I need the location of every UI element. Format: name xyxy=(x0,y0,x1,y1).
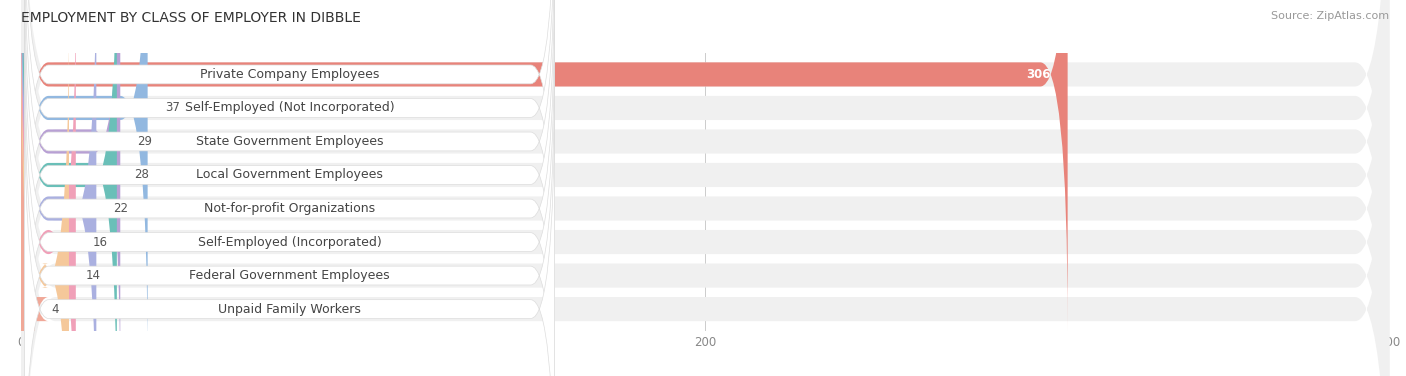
Text: 29: 29 xyxy=(138,135,152,148)
FancyBboxPatch shape xyxy=(21,0,1067,331)
FancyBboxPatch shape xyxy=(24,0,554,300)
Text: 4: 4 xyxy=(52,303,59,315)
FancyBboxPatch shape xyxy=(21,0,1389,376)
FancyBboxPatch shape xyxy=(24,17,554,376)
FancyBboxPatch shape xyxy=(21,0,1389,376)
FancyBboxPatch shape xyxy=(21,0,1389,376)
FancyBboxPatch shape xyxy=(21,0,97,376)
Text: Unpaid Family Workers: Unpaid Family Workers xyxy=(218,303,361,315)
Text: Source: ZipAtlas.com: Source: ZipAtlas.com xyxy=(1271,11,1389,21)
FancyBboxPatch shape xyxy=(21,0,148,364)
FancyBboxPatch shape xyxy=(7,53,48,376)
Text: Not-for-profit Organizations: Not-for-profit Organizations xyxy=(204,202,375,215)
FancyBboxPatch shape xyxy=(24,0,554,333)
FancyBboxPatch shape xyxy=(24,0,554,376)
FancyBboxPatch shape xyxy=(24,0,554,367)
Text: Self-Employed (Not Incorporated): Self-Employed (Not Incorporated) xyxy=(184,102,394,114)
Text: Local Government Employees: Local Government Employees xyxy=(195,168,382,182)
FancyBboxPatch shape xyxy=(21,0,1389,376)
Text: Private Company Employees: Private Company Employees xyxy=(200,68,380,81)
Text: Self-Employed (Incorporated): Self-Employed (Incorporated) xyxy=(198,235,381,249)
FancyBboxPatch shape xyxy=(24,0,554,376)
Text: 28: 28 xyxy=(134,168,149,182)
FancyBboxPatch shape xyxy=(21,0,1389,376)
FancyBboxPatch shape xyxy=(24,50,554,376)
Text: 306: 306 xyxy=(1026,68,1050,81)
FancyBboxPatch shape xyxy=(21,0,1389,376)
FancyBboxPatch shape xyxy=(21,0,121,376)
FancyBboxPatch shape xyxy=(21,0,1389,376)
Text: EMPLOYMENT BY CLASS OF EMPLOYER IN DIBBLE: EMPLOYMENT BY CLASS OF EMPLOYER IN DIBBL… xyxy=(21,11,361,25)
FancyBboxPatch shape xyxy=(21,0,76,376)
Text: 37: 37 xyxy=(165,102,180,114)
FancyBboxPatch shape xyxy=(21,20,69,376)
Text: 14: 14 xyxy=(86,269,101,282)
Text: 16: 16 xyxy=(93,235,108,249)
FancyBboxPatch shape xyxy=(21,0,117,376)
Text: Federal Government Employees: Federal Government Employees xyxy=(190,269,389,282)
Text: State Government Employees: State Government Employees xyxy=(195,135,384,148)
FancyBboxPatch shape xyxy=(21,0,1389,376)
FancyBboxPatch shape xyxy=(24,84,554,376)
Text: 22: 22 xyxy=(114,202,128,215)
